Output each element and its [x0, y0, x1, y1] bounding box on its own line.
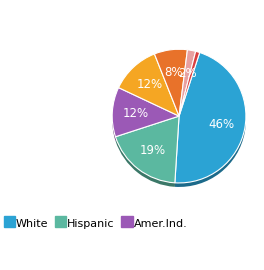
- Text: 12%: 12%: [122, 107, 149, 120]
- Wedge shape: [119, 58, 179, 120]
- Wedge shape: [179, 55, 200, 120]
- Text: 12%: 12%: [136, 78, 162, 91]
- Text: 2%: 2%: [178, 67, 196, 80]
- Wedge shape: [115, 120, 179, 187]
- Wedge shape: [154, 53, 187, 120]
- Wedge shape: [179, 50, 196, 116]
- Text: 8%: 8%: [164, 66, 183, 79]
- Wedge shape: [175, 53, 246, 183]
- Wedge shape: [112, 92, 179, 141]
- Wedge shape: [115, 116, 179, 183]
- Wedge shape: [112, 88, 179, 137]
- Legend: White, Hispanic, Amer.Ind.: White, Hispanic, Amer.Ind.: [1, 216, 190, 231]
- Wedge shape: [179, 54, 196, 120]
- Wedge shape: [179, 51, 200, 116]
- Wedge shape: [154, 49, 187, 116]
- Wedge shape: [119, 54, 179, 116]
- Text: 19%: 19%: [139, 144, 166, 157]
- Text: 46%: 46%: [209, 118, 235, 131]
- Wedge shape: [175, 56, 246, 187]
